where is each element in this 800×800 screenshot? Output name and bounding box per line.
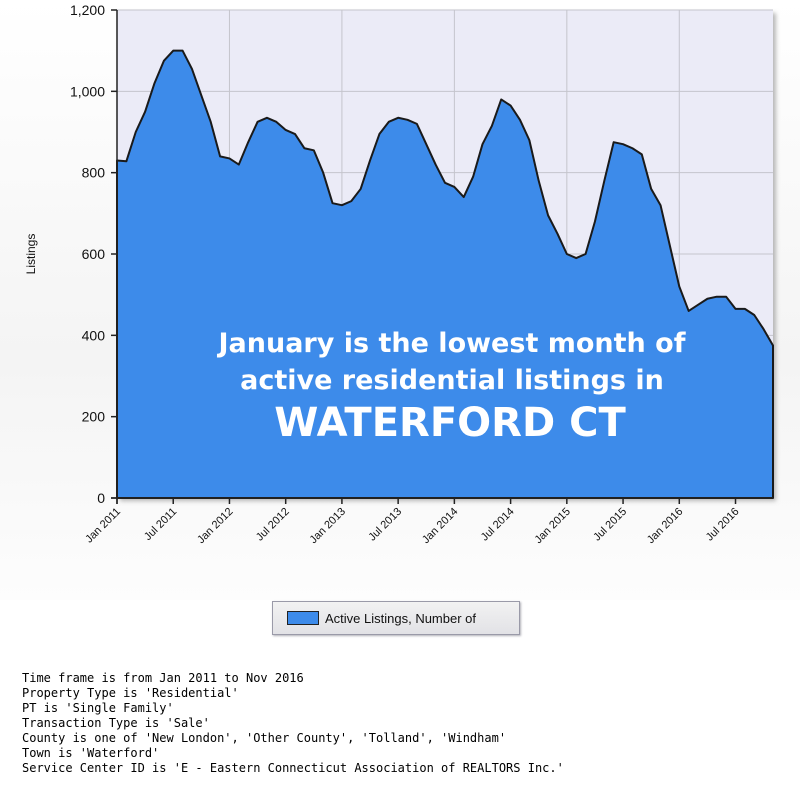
footer-line: Time frame is from Jan 2011 to Nov 2016 — [22, 671, 304, 685]
x-tick-label: Jan 2016 — [645, 506, 685, 546]
x-tick-label: Jul 2014 — [479, 506, 517, 544]
x-tick-label: Jul 2016 — [704, 506, 742, 544]
y-tick-label: 600 — [82, 246, 106, 262]
x-tick-label: Jul 2015 — [591, 506, 629, 544]
chart-legend: Active Listings, Number of — [272, 601, 520, 635]
footer-line: PT is 'Single Family' — [22, 701, 174, 715]
footer-line: Service Center ID is 'E - Eastern Connec… — [22, 761, 564, 775]
x-tick-label: Jan 2012 — [195, 506, 235, 546]
x-tick-label: Jul 2013 — [366, 506, 404, 544]
footer-line: Transaction Type is 'Sale' — [22, 716, 210, 730]
x-tick-labels: Jan 2011 Jul 2011 Jan 2012 Jul 2012 Jan 2013… — [83, 498, 742, 546]
x-tick-label: Jan 2013 — [308, 506, 348, 546]
x-tick-label: Jul 2011 — [142, 506, 179, 543]
y-axis-label: Listings — [24, 234, 38, 275]
y-tick-label: 0 — [97, 490, 105, 506]
footer-line: Town is 'Waterford' — [22, 746, 160, 760]
legend-label: Active Listings, Number of — [325, 610, 477, 626]
overlay-line-1: January is the lowest month of — [217, 328, 686, 359]
y-tick-label: 400 — [82, 327, 106, 343]
active-listings-chart: 0 200 400 600 800 1,000 1,200 Jan 2011 Jul 2011… — [24, 2, 774, 546]
y-tick-label: 1,200 — [70, 2, 105, 18]
x-tick-label: Jan 2011 — [83, 506, 123, 546]
y-tick-label: 1,000 — [70, 83, 105, 99]
active-listings-area — [116, 49, 774, 499]
footer-line: County is one of 'New London', 'Other Co… — [22, 731, 507, 745]
x-tick-label: Jul 2012 — [254, 506, 292, 544]
criteria-footer: Time frame is from Jan 2011 to Nov 2016 … — [22, 671, 564, 776]
axes — [111, 10, 773, 504]
y-tick-label: 200 — [82, 409, 106, 425]
overlay-line-3: WATERFORD CT — [274, 400, 626, 446]
legend-swatch — [287, 611, 319, 625]
x-tick-label: Jan 2015 — [532, 506, 572, 546]
overlay-line-2: active residential listings in — [240, 365, 664, 396]
footer-line: Property Type is 'Residential' — [22, 686, 239, 700]
y-tick-label: 800 — [82, 165, 106, 181]
y-tick-labels: 0 200 400 600 800 1,000 1,200 — [70, 2, 117, 506]
x-tick-label: Jan 2014 — [420, 506, 460, 546]
